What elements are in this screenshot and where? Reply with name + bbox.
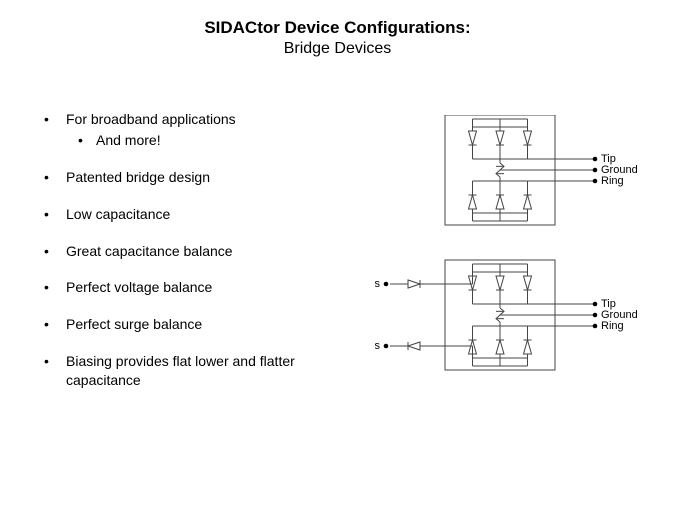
bullet-text: Perfect surge balance: [66, 316, 202, 332]
bullet-text: Great capacitance balance: [66, 243, 233, 259]
page-title: SIDACtor Device Configurations:: [0, 18, 675, 38]
bullet-item: Perfect surge balance: [38, 315, 368, 334]
page-subtitle: Bridge Devices: [0, 40, 675, 58]
bullet-text: Perfect voltage balance: [66, 279, 212, 295]
bullet-text: Patented bridge design: [66, 169, 210, 185]
circuit-diagrams: TipGroundRingTipGroundRing+Bias-Bias: [375, 115, 660, 390]
bullet-item: Great capacitance balance: [38, 242, 368, 261]
sub-bullet-item: And more!: [66, 131, 368, 150]
bullet-item: For broadband applications And more!: [38, 110, 368, 150]
svg-text:Ring: Ring: [601, 175, 624, 187]
bullet-text: For broadband applications: [66, 111, 236, 127]
bullet-item: Patented bridge design: [38, 168, 368, 187]
svg-text:+Bias: +Bias: [375, 278, 380, 290]
feature-list: For broadband applications And more! Paten…: [38, 110, 368, 408]
bullet-text: Biasing provides flat lower and flatter …: [66, 353, 295, 388]
svg-text:-Bias: -Bias: [375, 340, 380, 352]
bullet-item: Perfect voltage balance: [38, 278, 368, 297]
bullet-text: Low capacitance: [66, 206, 170, 222]
svg-text:Ring: Ring: [601, 320, 624, 332]
bullet-item: Low capacitance: [38, 205, 368, 224]
bullet-item: Biasing provides flat lower and flatter …: [38, 352, 368, 390]
